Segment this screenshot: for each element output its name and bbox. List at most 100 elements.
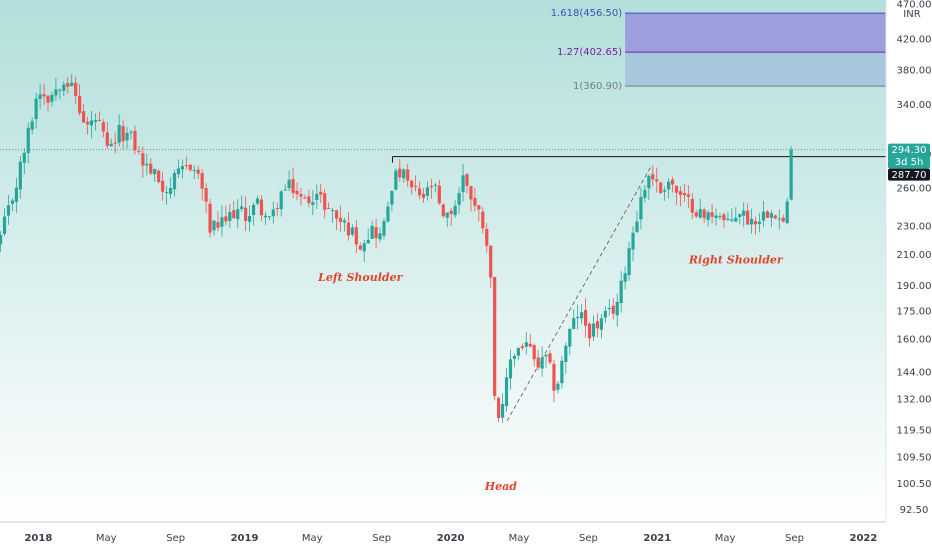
candle-body-42 <box>164 192 169 194</box>
candle-body-84 <box>331 210 335 212</box>
candle-body-180 <box>710 212 714 217</box>
y-tick-8: 190.00 <box>897 281 932 292</box>
candle-body-94 <box>370 225 374 239</box>
candle-body-107 <box>421 193 426 198</box>
candle-body-198 <box>781 217 785 222</box>
annotation-2: Right Shoulder <box>688 254 784 267</box>
candle-body-92 <box>362 243 366 252</box>
candle-body-109 <box>429 185 434 188</box>
candle-body-85 <box>334 210 339 219</box>
candle-body-95 <box>374 227 378 239</box>
candle-body-152 <box>599 318 603 330</box>
x-tick-6: 2020 <box>437 533 465 544</box>
candle-body-176 <box>694 212 698 217</box>
candle-body-27 <box>105 132 109 146</box>
candle-body-149 <box>587 323 592 339</box>
candle-body-41 <box>161 180 165 192</box>
candle-body-141 <box>556 383 560 390</box>
candle-body-96 <box>378 233 382 240</box>
candle-body-72 <box>283 189 287 191</box>
candle-body-177 <box>698 209 702 218</box>
fibonacci-zone: 1.618(456.50) 1.27(402.65) 1(360.90) <box>551 8 886 92</box>
candle-body-189 <box>746 210 750 225</box>
candle-body-157 <box>619 280 623 304</box>
candle-body-138 <box>544 354 548 357</box>
candle-body-83 <box>327 207 331 209</box>
candle-body-114 <box>449 210 453 214</box>
candle-body-88 <box>346 222 351 236</box>
candle-body-150 <box>591 323 596 337</box>
candle-body-74 <box>291 179 295 193</box>
candle-body-25 <box>97 119 101 121</box>
candle-body-144 <box>568 328 572 347</box>
y-tick-3: 119.50 <box>897 425 932 436</box>
candle-body-110 <box>433 184 437 186</box>
candle-body-12 <box>46 95 50 103</box>
candle-body-86 <box>338 217 343 222</box>
candle-body-46 <box>180 166 184 170</box>
candle-body-6 <box>22 152 26 163</box>
candle-body-161 <box>635 221 639 232</box>
candle-body-108 <box>425 187 430 196</box>
candle-body-39 <box>153 168 157 175</box>
time-axis[interactable] <box>0 522 886 550</box>
candle-body-57 <box>224 216 228 222</box>
candle-body-111 <box>437 185 441 204</box>
candle-body-47 <box>184 165 188 167</box>
candle-body-174 <box>686 194 690 197</box>
candle-body-102 <box>402 169 406 179</box>
candle-body-56 <box>220 217 224 227</box>
price-axis[interactable] <box>886 0 932 550</box>
y-tick-7: 175.00 <box>897 307 932 318</box>
candle-body-142 <box>560 360 564 384</box>
annotations: Left Shoulder Head Right Shoulder <box>317 254 784 493</box>
candle-body-160 <box>631 232 635 250</box>
y-tick-10: 230.00 <box>897 222 932 233</box>
candle-body-175 <box>690 199 694 213</box>
candle-body-13 <box>50 95 54 102</box>
candle-body-127 <box>500 404 505 418</box>
candle-body-126 <box>497 398 501 419</box>
candle-body-3 <box>10 200 15 204</box>
candle-body-51 <box>200 173 204 189</box>
candle-body-117 <box>461 175 465 193</box>
candle-body-52 <box>204 188 208 202</box>
annotation-0: Left Shoulder <box>317 271 404 284</box>
candle-body-165 <box>651 174 655 180</box>
candle-body-140 <box>552 363 556 391</box>
y-tick-11: 260.00 <box>897 184 932 195</box>
fib-label-1: 1.27(402.65) <box>557 47 622 58</box>
candle-body-73 <box>287 179 291 189</box>
candle-body-49 <box>192 170 196 172</box>
fib-zone-upper <box>625 13 886 53</box>
candle-body-132 <box>520 346 524 349</box>
candle-body-156 <box>615 301 619 316</box>
candle-body-133 <box>524 342 528 347</box>
candle-body-1 <box>2 216 7 235</box>
candle-body-103 <box>406 169 410 181</box>
time-axis-ticks: 2018 May Sep 2019 May Sep 2020 May Sep 2021 May Sep… <box>24 533 877 544</box>
candle-body-76 <box>299 194 303 197</box>
x-tick-1: May <box>96 533 117 544</box>
candle-body-168 <box>663 190 667 192</box>
x-tick-11: Sep <box>785 533 804 544</box>
candle-body-2 <box>6 205 11 216</box>
candle-body-121 <box>477 205 481 210</box>
candle-body-122 <box>481 211 485 229</box>
candle-body-158 <box>623 273 627 282</box>
candle-body-193 <box>761 211 766 221</box>
x-tick-5: Sep <box>372 533 391 544</box>
candle-body-37 <box>145 163 149 166</box>
candle-body-97 <box>382 221 386 236</box>
candle-body-18 <box>70 82 74 87</box>
candle-body-4 <box>14 187 18 202</box>
candle-body-184 <box>726 218 730 220</box>
candle-body-101 <box>398 168 402 178</box>
candle-body-185 <box>730 219 734 221</box>
fib-zone-lower <box>625 52 886 87</box>
candle-body-38 <box>149 163 153 174</box>
candle-body-14 <box>54 89 58 96</box>
candle-body-82 <box>323 193 327 210</box>
